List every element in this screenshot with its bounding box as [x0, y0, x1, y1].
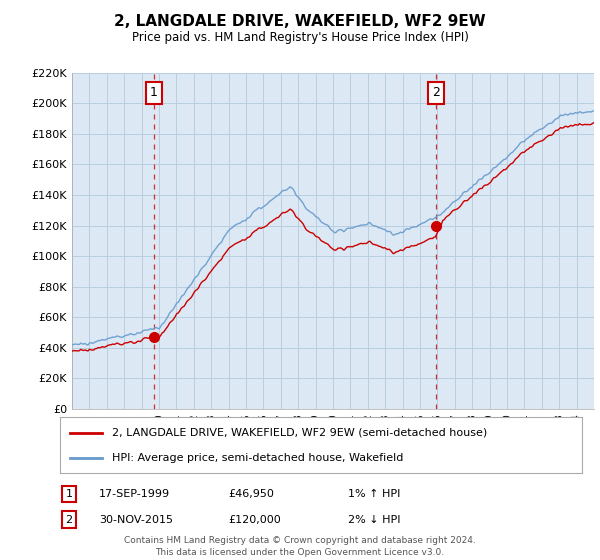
Text: 2, LANGDALE DRIVE, WAKEFIELD, WF2 9EW: 2, LANGDALE DRIVE, WAKEFIELD, WF2 9EW: [114, 14, 486, 29]
Text: 30-NOV-2015: 30-NOV-2015: [99, 515, 173, 525]
Text: HPI: Average price, semi-detached house, Wakefield: HPI: Average price, semi-detached house,…: [112, 452, 404, 463]
Text: 2% ↓ HPI: 2% ↓ HPI: [348, 515, 401, 525]
Text: 1: 1: [65, 489, 73, 499]
Text: 2: 2: [65, 515, 73, 525]
Text: Contains HM Land Registry data © Crown copyright and database right 2024.
This d: Contains HM Land Registry data © Crown c…: [124, 536, 476, 557]
Text: Price paid vs. HM Land Registry's House Price Index (HPI): Price paid vs. HM Land Registry's House …: [131, 31, 469, 44]
Text: £120,000: £120,000: [228, 515, 281, 525]
Text: 17-SEP-1999: 17-SEP-1999: [99, 489, 170, 499]
Text: 1% ↑ HPI: 1% ↑ HPI: [348, 489, 400, 499]
Text: 2: 2: [432, 86, 440, 99]
Text: 2, LANGDALE DRIVE, WAKEFIELD, WF2 9EW (semi-detached house): 2, LANGDALE DRIVE, WAKEFIELD, WF2 9EW (s…: [112, 428, 487, 438]
Text: £46,950: £46,950: [228, 489, 274, 499]
Text: 1: 1: [150, 86, 158, 99]
